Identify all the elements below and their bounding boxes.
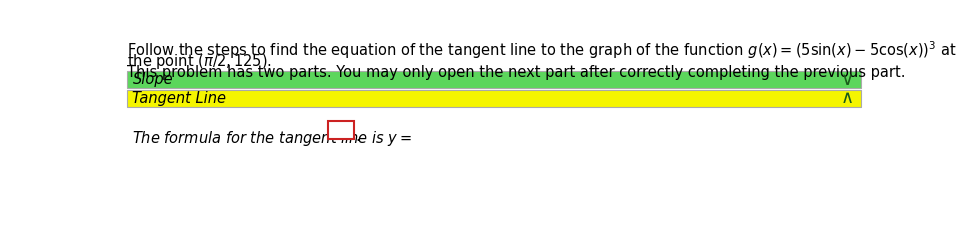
Text: Tangent Line: Tangent Line — [132, 91, 226, 106]
Text: the point $(\pi/2, 125)$.: the point $(\pi/2, 125)$. — [127, 52, 272, 71]
Text: The formula for the tangent line is $y =$: The formula for the tangent line is $y =… — [132, 129, 413, 148]
Text: .: . — [355, 129, 360, 144]
FancyBboxPatch shape — [127, 72, 861, 88]
Text: ∨: ∨ — [841, 71, 854, 89]
FancyBboxPatch shape — [127, 90, 861, 107]
Text: Follow the steps to find the equation of the tangent line to the graph of the fu: Follow the steps to find the equation of… — [127, 39, 957, 61]
FancyBboxPatch shape — [328, 121, 354, 139]
Text: This problem has two parts. You may only open the next part after correctly comp: This problem has two parts. You may only… — [127, 65, 905, 80]
Text: Slope: Slope — [132, 72, 173, 87]
Text: ∧: ∧ — [841, 89, 854, 107]
